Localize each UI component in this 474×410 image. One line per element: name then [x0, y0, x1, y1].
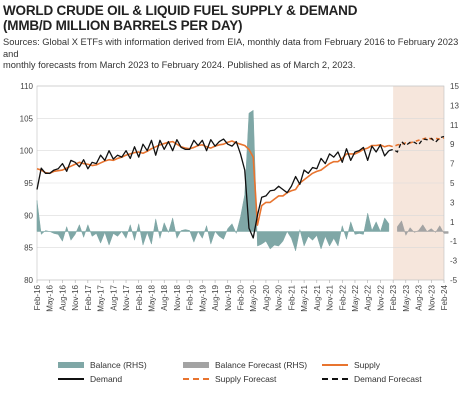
x-axis-tick-label: Feb-20	[237, 284, 246, 310]
legend: Balance (RHS) Balance Forecast (RHS) Suppl…	[58, 360, 422, 384]
subtitle-line-2: monthly forecasts from March 2023 to Feb…	[3, 60, 356, 70]
x-axis-tick-label: May-23	[402, 284, 411, 311]
x-axis-tick-label: Nov-17	[122, 284, 131, 310]
right-axis-tick-label: 7	[450, 160, 455, 169]
x-axis-tick-label: Aug-21	[313, 284, 322, 310]
demand-line	[36, 138, 390, 239]
right-axis-tick-label: 3	[450, 198, 455, 207]
x-axis-tick-label: Feb-22	[338, 284, 347, 310]
legend-label-demand: Demand	[90, 374, 122, 384]
legend-swatch-balance	[58, 362, 84, 368]
x-axis-tick-label: Feb-17	[84, 284, 93, 310]
balance-forecast-area	[397, 220, 449, 237]
x-axis-tick-label: Nov-22	[376, 284, 385, 310]
x-axis-tick-label: May-18	[147, 284, 156, 311]
x-axis-tick-label: Aug-23	[415, 284, 424, 310]
x-axis-tick-label: Nov-19	[224, 284, 233, 310]
x-axis-tick-label: Aug-16	[58, 284, 67, 310]
right-axis-tick-label: 1	[450, 218, 455, 227]
right-axis-tick-label: 5	[450, 179, 455, 188]
x-axis-tick-label: Nov-21	[326, 284, 335, 310]
x-axis-tick-label: Feb-24	[440, 284, 449, 310]
x-axis-tick-label: May-21	[300, 284, 309, 311]
right-axis-tick-label: -5	[450, 276, 458, 285]
left-axis-tick-label: 95	[24, 179, 33, 188]
x-axis-tick-label: Aug-19	[211, 284, 220, 310]
balance-area	[36, 109, 390, 252]
axes: 80859095100105110-5-3-113579111315Feb-16…	[20, 82, 460, 312]
right-axis-tick-label: 9	[450, 140, 455, 149]
line-series	[36, 135, 445, 239]
demand-forecast-line	[388, 135, 445, 153]
legend-label-balance: Balance (RHS)	[90, 360, 147, 370]
right-axis-tick-label: 11	[450, 121, 459, 130]
supply-line	[36, 140, 390, 226]
x-axis-tick-label: May-22	[351, 284, 360, 311]
chart-subtitle: Sources: Global X ETFs with information …	[3, 37, 471, 72]
right-axis-tick-label: 13	[450, 101, 459, 110]
title-line-1: WORLD CRUDE OIL & LIQUID FUEL SUPPLY & D…	[3, 3, 358, 18]
x-axis-tick-label: Feb-18	[135, 284, 144, 310]
left-axis-tick-label: 100	[20, 147, 34, 156]
left-axis-tick-label: 105	[20, 114, 34, 123]
x-axis-tick-label: Aug-20	[262, 284, 271, 310]
left-axis-tick-label: 90	[24, 211, 33, 220]
legend-label-demand-forecast: Demand Forecast	[354, 374, 422, 384]
right-axis-tick-label: 15	[450, 82, 459, 91]
supply-forecast-line	[388, 136, 445, 148]
x-axis-tick-label: Aug-22	[364, 284, 373, 310]
x-axis-tick-label: Aug-17	[109, 284, 118, 310]
legend-label-supply-forecast: Supply Forecast	[215, 374, 277, 384]
x-axis-tick-label: May-20	[249, 284, 258, 311]
legend-swatch-balance-forecast	[183, 362, 209, 368]
x-axis-tick-label: Feb-23	[389, 284, 398, 310]
x-axis-tick-label: Aug-18	[160, 284, 169, 310]
x-axis-tick-label: May-19	[198, 284, 207, 311]
left-axis-tick-label: 85	[24, 244, 33, 253]
x-axis-tick-label: Nov-16	[71, 284, 80, 310]
x-axis-tick-label: Nov-18	[173, 284, 182, 310]
legend-label-supply: Supply	[354, 360, 381, 370]
right-axis-tick-label: -3	[450, 257, 458, 266]
x-axis-tick-label: Nov-20	[275, 284, 284, 310]
balance-area-series	[36, 109, 449, 252]
gridlines	[36, 85, 445, 281]
subtitle-line-1: Sources: Global X ETFs with information …	[3, 37, 459, 59]
left-axis-tick-label: 80	[24, 276, 33, 285]
left-axis-tick-label: 110	[20, 82, 33, 91]
x-axis-tick-label: Feb-16	[33, 284, 42, 310]
title-line-2: (MMB/D MILLION BARRELS PER DAY)	[3, 18, 243, 33]
x-axis-tick-label: Nov-23	[427, 284, 436, 310]
right-axis-tick-label: -1	[450, 237, 458, 246]
chart-title: WORLD CRUDE OIL & LIQUID FUEL SUPPLY & D…	[3, 3, 471, 33]
x-axis-tick-label: Feb-21	[287, 284, 296, 310]
legend-label-balance-forecast: Balance Forecast (RHS)	[215, 360, 307, 370]
x-axis-tick-label: May-16	[46, 284, 55, 311]
x-axis-tick-label: May-17	[97, 284, 106, 311]
x-axis-tick-label: Feb-19	[186, 284, 195, 310]
